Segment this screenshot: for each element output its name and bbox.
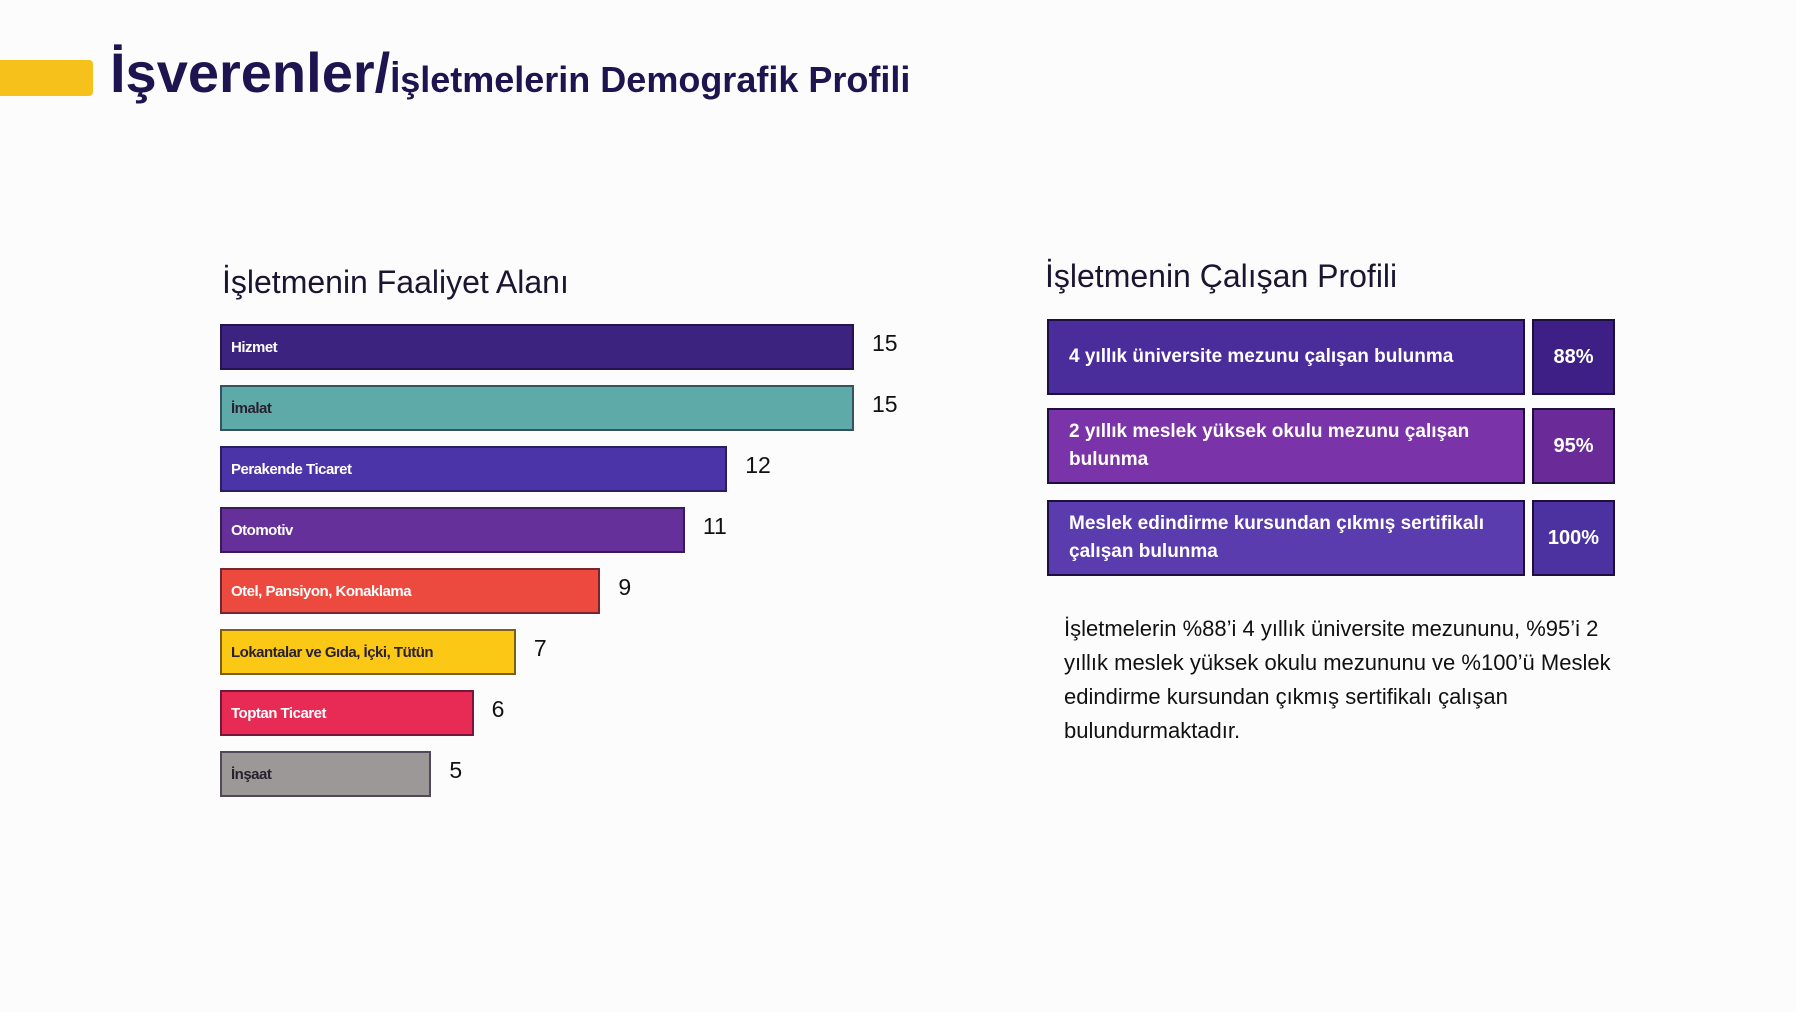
bar-label: İmalat <box>231 399 272 417</box>
bar-value-label: 12 <box>745 452 771 478</box>
chart-title: İşletmenin Faaliyet Alanı <box>222 264 569 300</box>
profile-label: Meslek edindirme kursundan çıkmış sertif… <box>1047 500 1525 576</box>
bar-value-label: 15 <box>872 330 898 356</box>
profile-summary: İşletmelerin %88’i 4 yıllık üniversite m… <box>1064 616 1611 743</box>
bar-value-label: 11 <box>702 513 727 539</box>
bar: İmalat <box>220 385 854 431</box>
bar: Otel, Pansiyon, Konaklama <box>220 568 601 614</box>
bar-value-label: 7 <box>533 635 547 661</box>
page-title: İşverenler/İşletmelerin Demografik Profi… <box>110 40 910 105</box>
profile-row: 4 yıllık üniversite mezunu çalışan bulun… <box>1047 319 1615 395</box>
bar: Perakende Ticaret <box>220 446 728 492</box>
profile-row: Meslek edindirme kursundan çıkmış sertif… <box>1047 500 1615 576</box>
bar-value-label: 15 <box>872 391 898 417</box>
title-accent-bar <box>0 60 93 96</box>
bar: Hizmet <box>220 324 854 370</box>
bar-label: Lokantalar ve Gıda, İçki, Tütün <box>231 643 434 661</box>
profile-row: 2 yıllık meslek yüksek okulu mezunu çalı… <box>1047 408 1615 484</box>
bar: Lokantalar ve Gıda, İçki, Tütün <box>220 629 516 675</box>
bar: İnşaat <box>220 751 432 797</box>
profile-percent: 100% <box>1532 500 1615 576</box>
bar-label: Otomotiv <box>231 521 293 539</box>
bar-value-label: 9 <box>618 574 632 600</box>
bar-label: Toptan Ticaret <box>231 704 326 722</box>
bar-label: Otel, Pansiyon, Konaklama <box>231 582 412 600</box>
bar-value-label: 6 <box>491 696 505 722</box>
profile-percent: 88% <box>1532 319 1615 395</box>
page-title-main: İşverenler/ <box>110 41 391 104</box>
profile-percent: 95% <box>1532 408 1615 484</box>
profile-title: İşletmenin Çalışan Profili <box>1045 258 1398 294</box>
profile-label: 4 yıllık üniversite mezunu çalışan bulun… <box>1047 319 1525 395</box>
bar-value-label: 5 <box>449 757 463 783</box>
bar-label: Hizmet <box>231 338 278 356</box>
page-title-sub: İşletmelerin Demografik Profili <box>390 59 911 100</box>
bar: Toptan Ticaret <box>220 690 474 736</box>
bar: Otomotiv <box>220 507 685 553</box>
bar-label: İnşaat <box>231 765 272 783</box>
bar-chart: Hizmet 15 İmalat 15 Perakende Ticaret 12 Otomo… <box>0 0 1000 900</box>
profile-label: 2 yıllık meslek yüksek okulu mezunu çalı… <box>1047 408 1525 484</box>
bar-label: Perakende Ticaret <box>231 460 352 478</box>
